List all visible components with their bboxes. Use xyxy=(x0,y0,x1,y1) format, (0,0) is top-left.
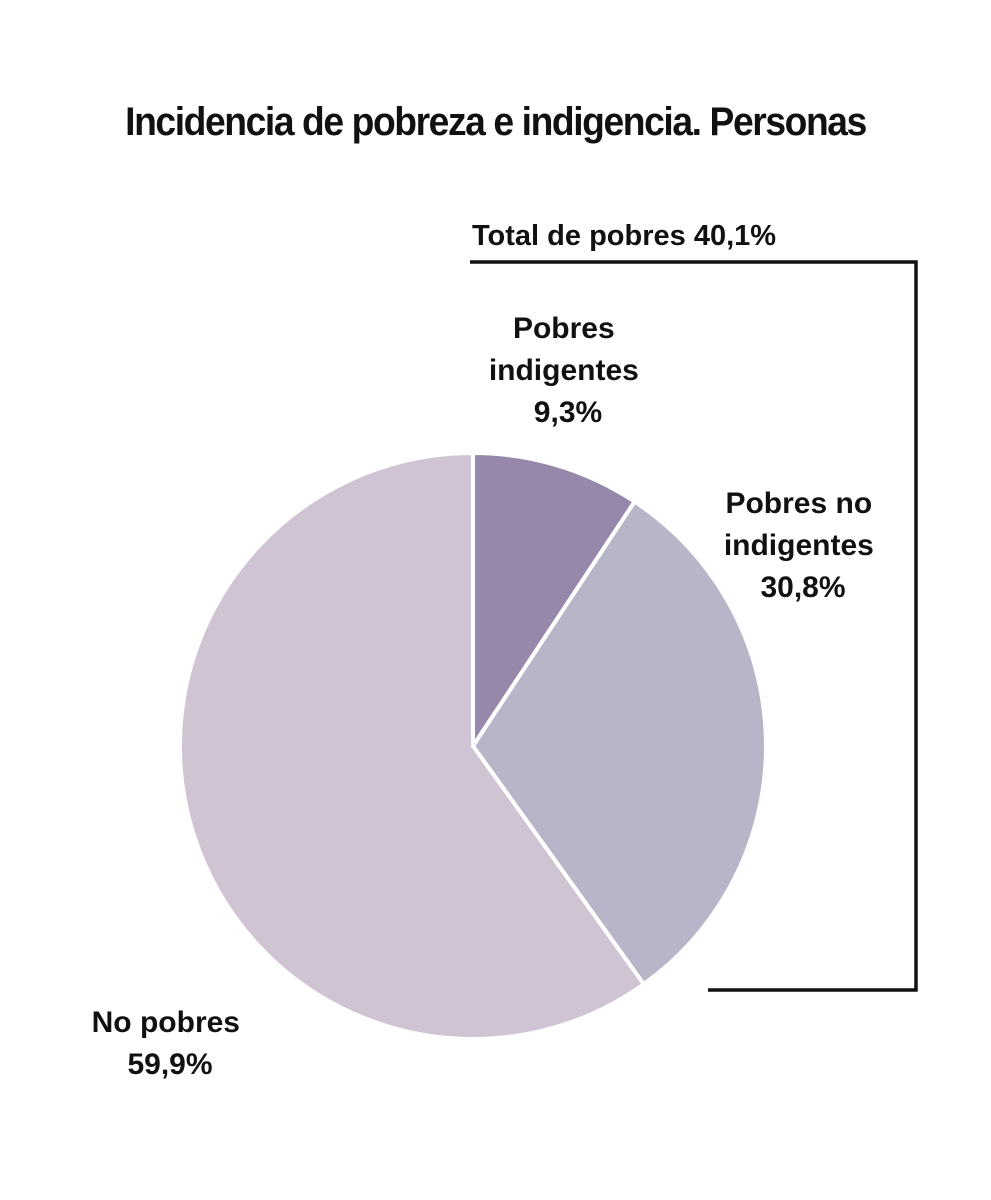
slice-label-poor-non-indigent: Pobres no indigentes 30,8% xyxy=(724,487,882,604)
total-poor-bracket xyxy=(470,260,918,992)
pie-slice-non-poor xyxy=(178,451,646,1041)
pie-slice-poor-non-indigent xyxy=(471,499,768,987)
total-poor-label: Total de pobres 40,1% xyxy=(472,220,776,252)
slice-label-indigent: Pobres indigentes 9,3% xyxy=(489,312,647,429)
chart-title: Incidencia de pobreza e indigencia. Pers… xyxy=(125,100,867,144)
slice-label-non-poor: No pobres 59,9% xyxy=(92,1006,249,1081)
pie-slices xyxy=(178,451,768,1041)
pie-slice-indigent xyxy=(471,451,637,748)
